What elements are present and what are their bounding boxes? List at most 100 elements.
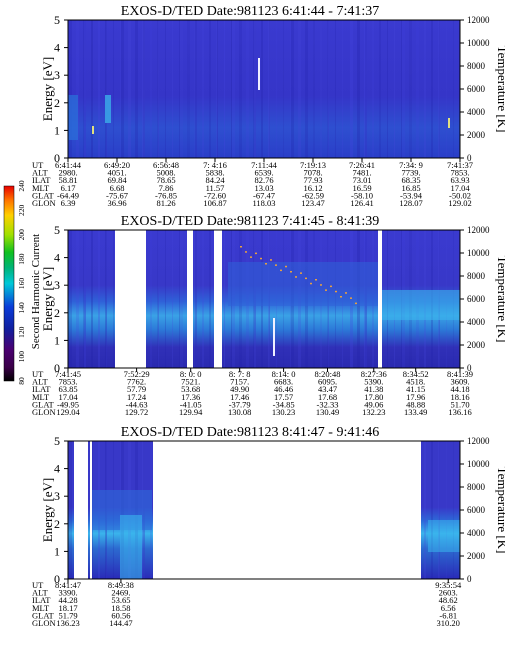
- texture-stripe: [76, 230, 79, 368]
- y-tick-label: 5: [54, 434, 60, 448]
- texture-stripe: [91, 20, 93, 158]
- orbit-cell: 2603.: [439, 588, 458, 598]
- orbit-cell: 17.80: [364, 392, 383, 402]
- orbit-cell: 106.87: [203, 198, 226, 208]
- orbit-cell: 7739.: [401, 168, 420, 178]
- orbit-cell: 13.03: [254, 183, 273, 193]
- orbit-cell: 6.68: [110, 183, 125, 193]
- colorbar-label: Second Harmonic Current: [30, 234, 42, 349]
- texture-stripe: [209, 230, 211, 368]
- texture-stripe: [172, 20, 173, 158]
- orbit-cell: 6:49:20: [104, 160, 130, 170]
- particle-dot: [265, 263, 267, 265]
- panel-title: EXOS-D/TED Date:981123 8:41:47 - 9:41:46: [121, 425, 379, 440]
- orbit-cell: 44.18: [450, 384, 469, 394]
- orbit-cell: 6:41:44: [55, 160, 82, 170]
- orbit-cell: 49.06: [364, 399, 383, 409]
- colorbar-tick-label: 140: [17, 302, 26, 314]
- orbit-cell: 7157.: [230, 377, 249, 387]
- orbit-cell: 78.65: [156, 175, 175, 185]
- texture-stripe: [83, 20, 86, 158]
- orbit-cell: 18.16: [450, 392, 469, 402]
- spike-feature: [258, 58, 260, 90]
- texture-stripe: [98, 20, 100, 158]
- orbit-cell: 7853.: [58, 377, 77, 387]
- particle-dot: [310, 282, 312, 285]
- texture-stripe: [217, 20, 218, 158]
- heatmap-area: [68, 20, 460, 158]
- orbit-cell: 144.47: [109, 618, 132, 628]
- texture-stripe: [446, 20, 447, 158]
- texture-stripe: [209, 20, 211, 158]
- texture-stripe: [291, 20, 294, 158]
- texture-stripe: [231, 20, 232, 158]
- texture-stripe: [158, 230, 159, 368]
- orbit-cell: 46.46: [274, 384, 293, 394]
- colorbar-tick-label: 180: [17, 253, 26, 265]
- texture-stripe: [290, 20, 291, 158]
- low-energy-band: [68, 95, 78, 140]
- particle-dot: [340, 296, 342, 298]
- texture-stripe: [365, 20, 367, 158]
- particle-dot: [240, 246, 242, 248]
- orbit-cell: -41.05: [180, 399, 202, 409]
- texture-stripe: [224, 230, 225, 368]
- orbit-cell: 7:34: 9: [399, 160, 423, 170]
- texture-stripe: [268, 20, 270, 158]
- orbit-cell: 17.24: [127, 392, 147, 402]
- texture-stripe: [179, 20, 180, 158]
- orbit-cell: -75.67: [106, 190, 128, 200]
- y-right-tick-label: 8000: [467, 271, 486, 281]
- y-tick-label: 5: [54, 13, 60, 27]
- orbit-cell: 8: 7: 8: [229, 369, 251, 379]
- y-tick-label: 1: [54, 333, 60, 347]
- orbit-cell: 11.57: [206, 183, 225, 193]
- plasma-band: [428, 520, 460, 552]
- y-right-tick-label: 0: [467, 153, 472, 163]
- orbit-cell: 7:41:45: [55, 369, 81, 379]
- orbit-row-label: GLAT: [32, 610, 55, 620]
- y-axis-label: Energy [eV]: [40, 267, 55, 331]
- y-right-tick-label: 12000: [467, 436, 490, 446]
- particle-dot: [315, 279, 317, 281]
- texture-stripe: [165, 20, 166, 158]
- orbit-cell: -53.94: [400, 190, 423, 200]
- y-right-tick-label: 4000: [467, 107, 486, 117]
- orbit-cell: 8:20:48: [315, 369, 341, 379]
- orbit-cell: 53.65: [111, 595, 130, 605]
- orbit-cell: 63.93: [450, 175, 469, 185]
- particle-dot: [260, 257, 262, 260]
- y-tick-label: 2: [54, 96, 60, 110]
- particle-dot: [290, 271, 292, 273]
- data-gap: [153, 441, 421, 579]
- texture-stripe: [453, 441, 454, 579]
- particle-dot: [270, 259, 272, 261]
- particle-dot: [335, 290, 337, 293]
- particle-dot: [295, 276, 297, 278]
- particle-dot: [355, 302, 357, 305]
- orbit-cell: 48.62: [439, 595, 458, 605]
- orbit-cell: -62.59: [302, 190, 324, 200]
- orbit-cell: 129.04: [56, 407, 80, 417]
- orbit-cell: 44.28: [58, 595, 77, 605]
- texture-stripe: [158, 20, 159, 158]
- orbit-cell: -37.79: [229, 399, 251, 409]
- orbit-cell: 51.70: [450, 399, 469, 409]
- y-right-tick-label: 8000: [467, 61, 486, 71]
- orbit-cell: -64.49: [57, 190, 79, 200]
- orbit-cell: 7:52:29: [124, 369, 150, 379]
- orbit-cell: 130.08: [228, 407, 251, 417]
- orbit-cell: 41.15: [406, 384, 425, 394]
- orbit-row-label: ALT: [32, 168, 49, 178]
- orbit-cell: 8:41:47: [55, 580, 81, 590]
- texture-stripe: [113, 20, 114, 158]
- orbit-cell: 17.57: [274, 392, 293, 402]
- texture-stripe: [298, 20, 301, 158]
- y-right-tick-label: 2000: [467, 130, 486, 140]
- orbit-cell: 48.88: [406, 399, 425, 409]
- texture-stripe: [165, 230, 166, 368]
- texture-stripe: [91, 230, 93, 368]
- orbit-cell: 57.79: [127, 384, 146, 394]
- y-right-tick-label: 4000: [467, 317, 486, 327]
- orbit-cell: 130.49: [316, 407, 339, 417]
